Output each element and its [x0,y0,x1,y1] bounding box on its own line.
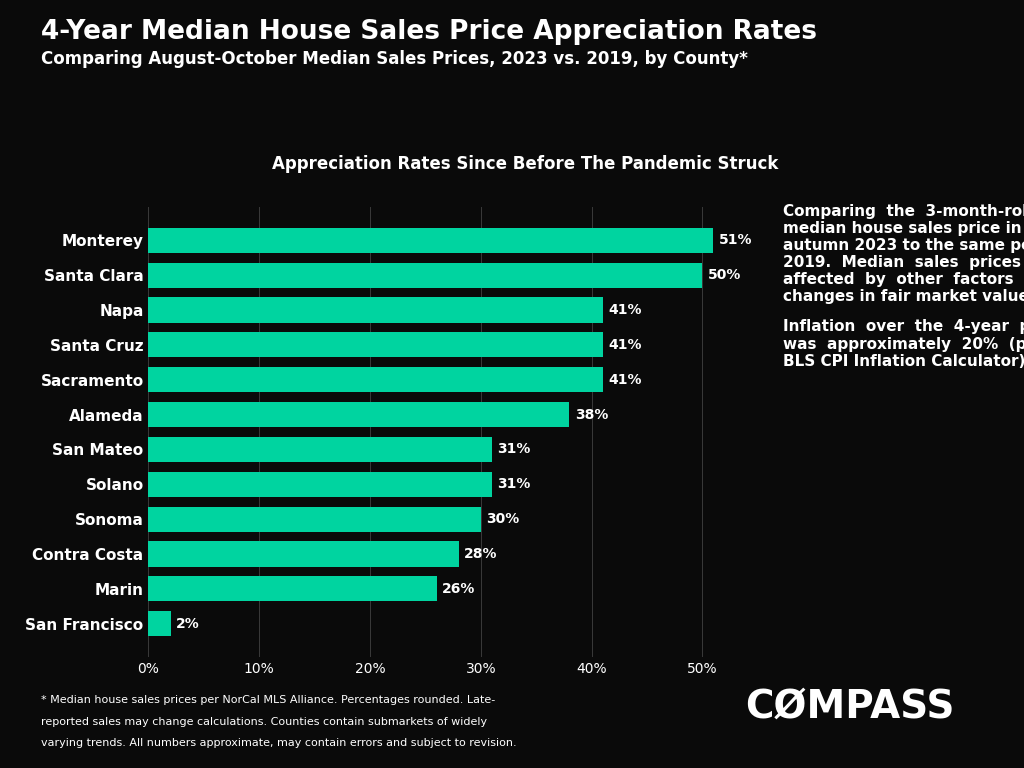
Text: 2%: 2% [176,617,200,631]
Bar [148,437,492,462]
Bar [148,576,436,601]
Bar [148,507,481,531]
Bar [148,402,569,427]
Bar [148,263,702,288]
Text: CØMPASS: CØMPASS [745,688,954,726]
Bar [148,333,603,357]
Text: was  approximately  20%  (per  the: was approximately 20% (per the [783,336,1024,352]
Text: changes in fair market value.: changes in fair market value. [783,289,1024,304]
Text: 26%: 26% [442,582,475,596]
Text: 41%: 41% [608,303,642,317]
Text: affected  by  other  factors  besides: affected by other factors besides [783,272,1024,286]
Text: 41%: 41% [608,338,642,352]
Text: autumn 2023 to the same period of: autumn 2023 to the same period of [783,237,1024,253]
Text: 31%: 31% [498,477,530,492]
Text: 41%: 41% [608,372,642,387]
Text: 30%: 30% [486,512,519,526]
Bar [148,297,603,323]
Text: Comparing August-October Median Sales Prices, 2023 vs. 2019, by County*: Comparing August-October Median Sales Pr… [41,50,748,68]
Bar [148,611,171,636]
Text: 2019.  Median  sales  prices  can  be: 2019. Median sales prices can be [783,255,1024,270]
Text: median house sales price in mid-: median house sales price in mid- [783,220,1024,236]
Text: 51%: 51% [719,233,753,247]
Text: varying trends. All numbers approximate, may contain errors and subject to revis: varying trends. All numbers approximate,… [41,738,516,748]
Text: Comparing  the  3-month-rolling: Comparing the 3-month-rolling [783,204,1024,219]
Text: reported sales may change calculations. Counties contain submarkets of widely: reported sales may change calculations. … [41,717,487,727]
Bar [148,367,603,392]
Text: 31%: 31% [498,442,530,456]
Text: 4-Year Median House Sales Price Appreciation Rates: 4-Year Median House Sales Price Apprecia… [41,19,817,45]
Text: * Median house sales prices per NorCal MLS Alliance. Percentages rounded. Late-: * Median house sales prices per NorCal M… [41,695,496,705]
Text: 50%: 50% [708,268,741,282]
Text: 28%: 28% [464,547,498,561]
Bar [148,228,714,253]
Bar [148,472,492,497]
Bar [148,541,459,567]
Text: Appreciation Rates Since Before The Pandemic Struck: Appreciation Rates Since Before The Pand… [271,155,778,173]
Text: Inflation  over  the  4-year  period: Inflation over the 4-year period [783,319,1024,334]
Text: 38%: 38% [575,408,608,422]
Text: BLS CPI Inflation Calculator).: BLS CPI Inflation Calculator). [783,353,1024,369]
